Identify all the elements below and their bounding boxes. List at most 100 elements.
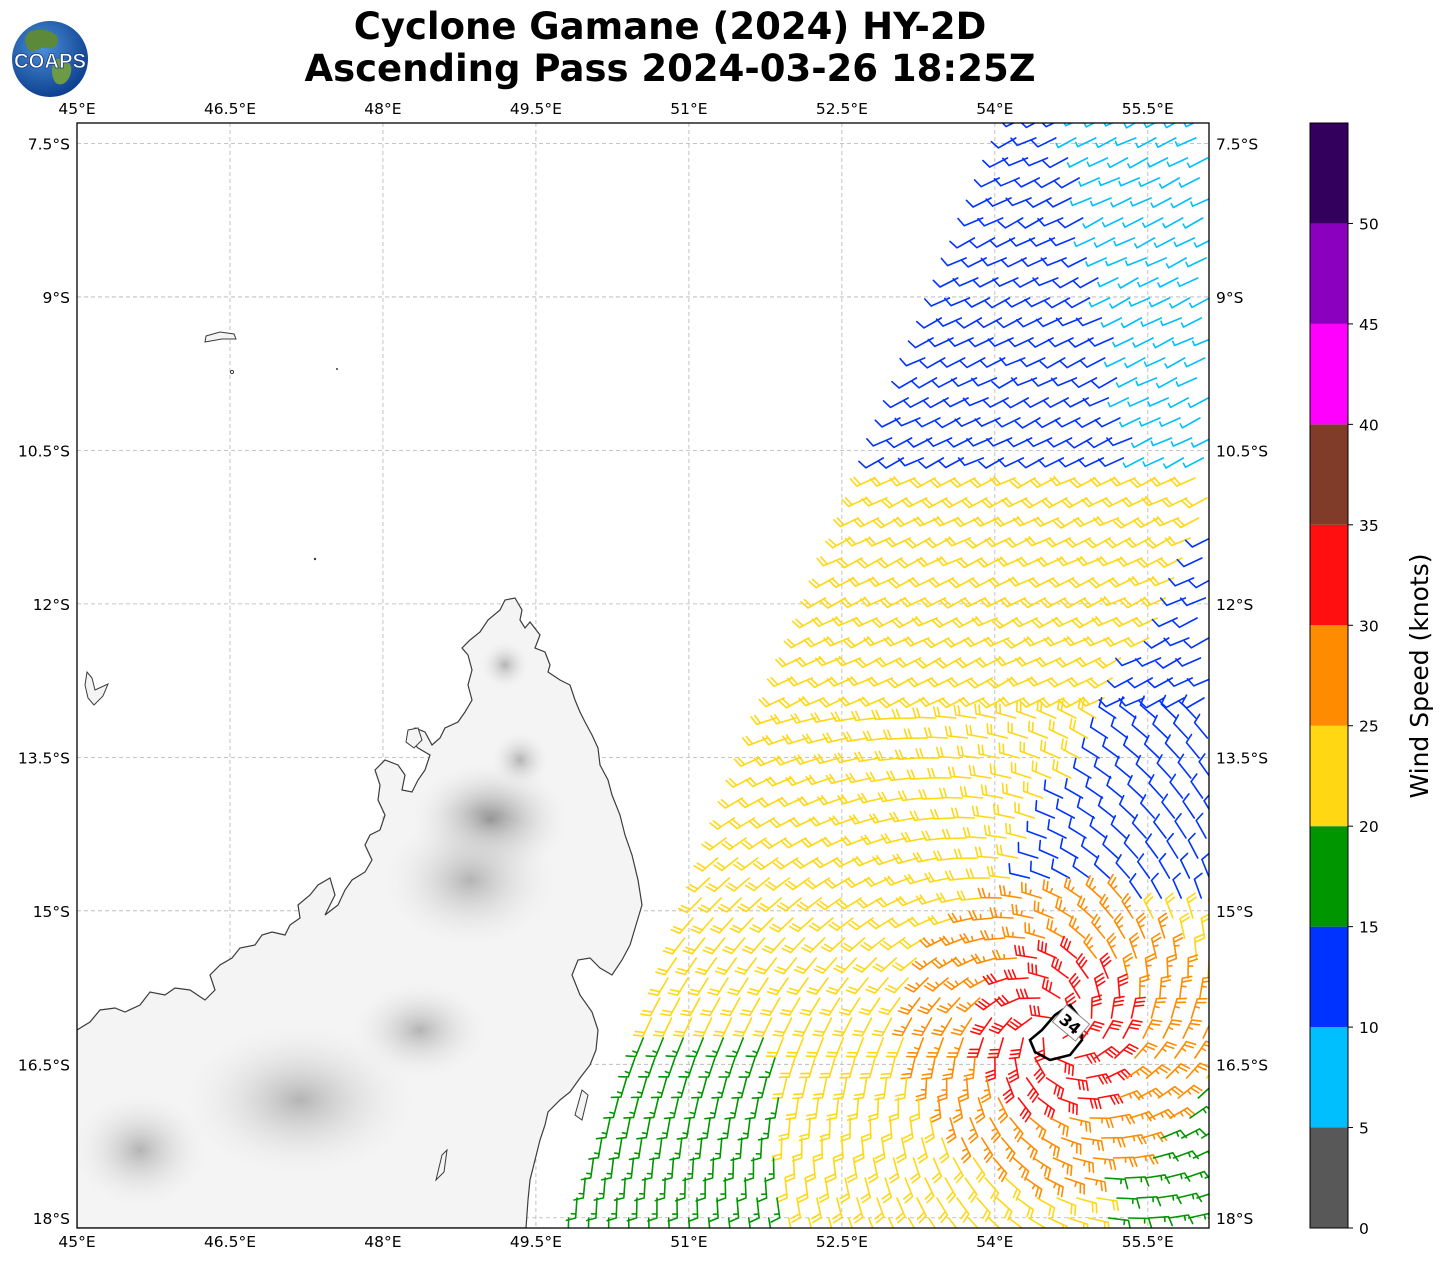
wind-barb bbox=[733, 857, 759, 871]
wind-barb bbox=[1210, 1106, 1234, 1118]
wind-barb bbox=[1069, 477, 1096, 489]
wind-barb bbox=[1165, 1063, 1191, 1079]
wind-barb bbox=[855, 657, 882, 669]
wind-barb bbox=[852, 957, 878, 973]
wind-barb bbox=[987, 1037, 1004, 1059]
latitude-labels-left: 7.5°S 9°S 10.5°S 12°S 13.5°S 15°S 16.5°S 18°S bbox=[18, 135, 70, 1227]
colorbar-tick-label: 35 bbox=[1359, 517, 1379, 535]
wind-barb bbox=[1186, 678, 1209, 687]
wind-barb bbox=[1015, 656, 1042, 667]
wind-barb bbox=[906, 677, 933, 688]
wind-barb bbox=[986, 865, 1011, 879]
wind-barb bbox=[1067, 337, 1094, 348]
lon-tick-label: 55.5°E bbox=[1122, 100, 1174, 118]
colorbar-segment bbox=[1310, 123, 1348, 224]
wind-barb bbox=[640, 997, 661, 1017]
wind-barb bbox=[833, 957, 858, 974]
wind-barb bbox=[1064, 537, 1091, 548]
wind-barb bbox=[1101, 1136, 1126, 1148]
wind-barb bbox=[939, 787, 964, 799]
colorbar-segment bbox=[1310, 625, 1348, 726]
wind-barb bbox=[1112, 1156, 1138, 1168]
wind-barb bbox=[1014, 944, 1038, 959]
wind-barb bbox=[1110, 716, 1129, 739]
wind-barb bbox=[939, 935, 966, 946]
wind-barb bbox=[1132, 337, 1154, 348]
wind-barb bbox=[1098, 177, 1120, 187]
wind-barb bbox=[846, 676, 873, 687]
wind-barb bbox=[996, 556, 1023, 567]
wind-barb bbox=[1044, 537, 1071, 548]
wind-barb bbox=[785, 1097, 800, 1121]
wind-barb bbox=[1090, 197, 1112, 207]
wind-barb bbox=[999, 597, 1027, 608]
wind-barb bbox=[882, 397, 909, 409]
wind-barb bbox=[700, 997, 721, 1017]
wind-barb bbox=[729, 1197, 740, 1223]
wind-barb bbox=[749, 817, 776, 829]
wind-barb bbox=[872, 855, 899, 866]
wind-barb bbox=[645, 1037, 664, 1058]
wind-barb bbox=[1187, 397, 1209, 409]
latitude-labels-right: 7.5°S 9°S 10.5°S 12°S 13.5°S 15°S 16.5°S 18°S bbox=[1216, 135, 1268, 1227]
wind-barb bbox=[1138, 417, 1161, 427]
wind-barb bbox=[1156, 557, 1183, 568]
wind-barb bbox=[846, 1157, 858, 1183]
wind-barb bbox=[816, 897, 842, 911]
wind-barb bbox=[625, 1037, 644, 1058]
wind-barb bbox=[1084, 537, 1111, 549]
wind-barb bbox=[810, 712, 837, 723]
wind-barb bbox=[908, 577, 935, 588]
wind-barb bbox=[936, 1197, 949, 1224]
colorbar-segment bbox=[1310, 926, 1348, 1028]
wind-barb bbox=[770, 1197, 781, 1223]
wind-barb bbox=[930, 808, 956, 820]
wind-barb bbox=[758, 1057, 776, 1078]
wind-barb bbox=[1098, 697, 1117, 719]
wind-barb bbox=[956, 745, 980, 759]
wind-barb bbox=[830, 711, 857, 723]
wind-barb bbox=[974, 703, 997, 719]
wind-barb bbox=[983, 824, 1007, 839]
wind-barb bbox=[1156, 1194, 1182, 1205]
wind-barb bbox=[1001, 123, 1016, 128]
wind-barb bbox=[662, 937, 686, 955]
wind-barb bbox=[871, 709, 897, 721]
wind-barb bbox=[966, 1037, 984, 1058]
wind-barb bbox=[1199, 976, 1209, 999]
wind-barb bbox=[1167, 397, 1189, 409]
wind-barb bbox=[957, 457, 985, 467]
wind-barb bbox=[1048, 577, 1075, 588]
wind-barb bbox=[818, 1177, 830, 1203]
wind-barb bbox=[1107, 397, 1129, 408]
wind-barb bbox=[1114, 1043, 1139, 1059]
wind-barb bbox=[1021, 497, 1048, 509]
wind-barb bbox=[1075, 317, 1103, 327]
lon-tick-label: 55.5°E bbox=[1122, 1233, 1174, 1251]
wind-barb bbox=[1008, 863, 1031, 879]
wind-barb bbox=[949, 477, 976, 488]
wind-barb bbox=[884, 537, 911, 548]
wind-barb bbox=[1212, 999, 1228, 1018]
wind-barb bbox=[854, 1137, 865, 1163]
wind-barb bbox=[939, 357, 966, 368]
wind-barb bbox=[1041, 497, 1068, 509]
wind-barb bbox=[860, 834, 887, 845]
wind-barb bbox=[1005, 822, 1027, 839]
wind-barb bbox=[974, 1097, 986, 1124]
wind-barb bbox=[783, 637, 810, 649]
wind-barb bbox=[1085, 257, 1107, 267]
wind-barb bbox=[1033, 1057, 1046, 1084]
wind-barb bbox=[687, 977, 709, 996]
wind-barb bbox=[776, 897, 802, 912]
wind-barb bbox=[876, 557, 903, 569]
wind-barb bbox=[1201, 852, 1209, 879]
wind-barb bbox=[813, 753, 840, 765]
wind-barb bbox=[1151, 617, 1178, 628]
wind-barb bbox=[1193, 872, 1203, 899]
colorbar-segment bbox=[1310, 826, 1348, 927]
wind-barb bbox=[991, 617, 1018, 629]
wind-barb bbox=[1068, 972, 1081, 999]
wind-barb bbox=[1017, 1097, 1032, 1123]
wind-barb bbox=[904, 977, 929, 993]
